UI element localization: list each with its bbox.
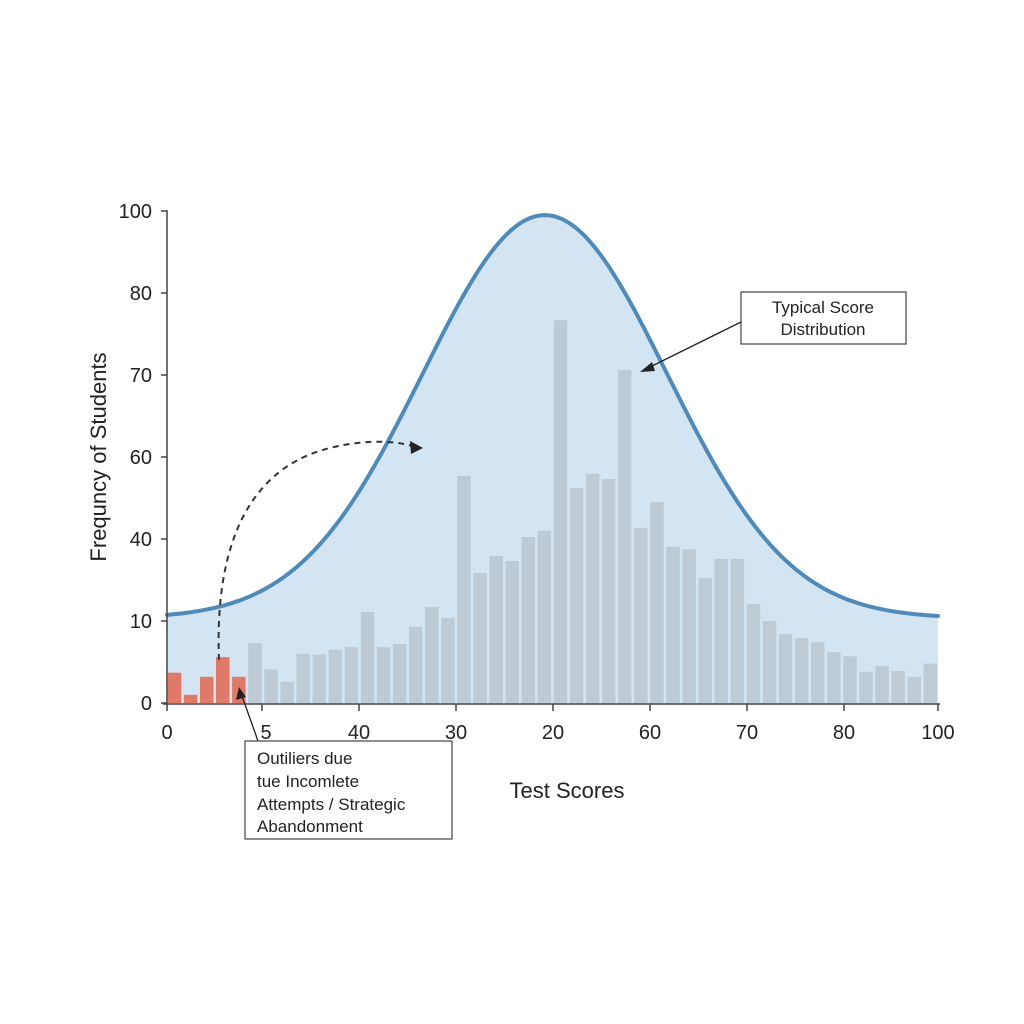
score-bar <box>248 643 262 703</box>
y-tick-label: 10 <box>130 611 152 633</box>
score-bar <box>843 656 857 703</box>
score-bar <box>473 572 487 703</box>
y-tick-label: 40 <box>130 529 152 551</box>
score-bar <box>875 666 889 703</box>
x-axis-title: Test Scores <box>510 778 625 803</box>
callout-line: Abandonment <box>257 817 363 836</box>
score-bar <box>746 604 761 703</box>
score-bar <box>682 549 696 703</box>
outliers-callout: Outiliers due tue Incomlete Attempts / S… <box>236 687 453 840</box>
score-bar <box>811 642 825 703</box>
outlier-bar <box>183 694 198 703</box>
score-bar <box>907 676 921 703</box>
score-bar <box>569 488 584 703</box>
arrowhead-icon <box>640 362 655 372</box>
score-bar <box>827 652 841 703</box>
score-bar <box>730 559 745 703</box>
score-bar <box>425 607 439 703</box>
y-axis-title: Frequncy of Students <box>86 352 111 561</box>
score-bar <box>376 647 391 703</box>
y-tick-label: 70 <box>130 365 152 387</box>
score-bar <box>521 537 536 703</box>
outlier-bar <box>167 672 182 703</box>
score-bar <box>585 473 600 703</box>
callout-line: Typical Score <box>772 298 874 317</box>
x-tick-label: 0 <box>161 722 172 744</box>
x-tick-label: 20 <box>542 722 564 744</box>
arrowhead-icon <box>410 441 423 454</box>
arrowhead-icon <box>236 687 246 700</box>
score-bar <box>794 638 809 703</box>
score-bar <box>505 560 519 703</box>
score-bar <box>328 649 343 703</box>
score-bar <box>280 681 294 703</box>
x-tick-label: 30 <box>445 722 467 744</box>
outlier-bar <box>200 676 214 703</box>
score-bar <box>553 320 568 703</box>
score-bar <box>312 654 326 703</box>
x-tick-label: 70 <box>736 722 758 744</box>
callout-line: Attempts / Strategic <box>257 795 406 814</box>
score-bar <box>296 653 310 703</box>
score-bar <box>778 634 793 703</box>
y-tick-label: 80 <box>130 283 152 305</box>
score-bar <box>344 647 359 703</box>
score-bar <box>859 671 873 703</box>
score-bar <box>457 475 471 703</box>
y-tick-label: 100 <box>119 201 152 223</box>
x-tick-label: 100 <box>921 722 954 744</box>
score-bar <box>441 618 455 703</box>
score-bar <box>698 578 712 703</box>
score-bar <box>650 502 664 703</box>
score-bar <box>923 663 938 703</box>
dashed-arc-arrow <box>217 440 413 661</box>
score-bar <box>360 612 375 703</box>
score-bar <box>409 626 423 703</box>
y-tick-label: 0 <box>141 693 152 715</box>
x-tick-label: 60 <box>639 722 661 744</box>
score-bar <box>634 527 648 703</box>
callout-line: Outiliers due <box>257 749 352 768</box>
distribution-area <box>167 215 938 704</box>
outlier-bar <box>216 657 230 703</box>
score-bar <box>392 644 407 703</box>
score-bar <box>489 555 503 703</box>
score-bar <box>264 669 278 703</box>
typical-distribution-callout: Typical Score Distribution <box>640 291 907 372</box>
distribution-curve <box>165 213 940 618</box>
y-tick-label: 60 <box>130 447 152 469</box>
callout-line: tue Incomlete <box>257 772 359 791</box>
score-bar <box>602 479 616 703</box>
score-bar <box>666 546 680 703</box>
score-bar <box>618 370 632 703</box>
x-tick-label: 5 <box>260 722 271 744</box>
x-tick-label: 40 <box>348 722 370 744</box>
score-bar <box>891 671 905 703</box>
x-tick-label: 80 <box>833 722 855 744</box>
score-bar <box>762 621 777 703</box>
callout-line: Distribution <box>780 320 865 339</box>
score-bar <box>537 530 552 703</box>
score-bar <box>714 559 728 703</box>
